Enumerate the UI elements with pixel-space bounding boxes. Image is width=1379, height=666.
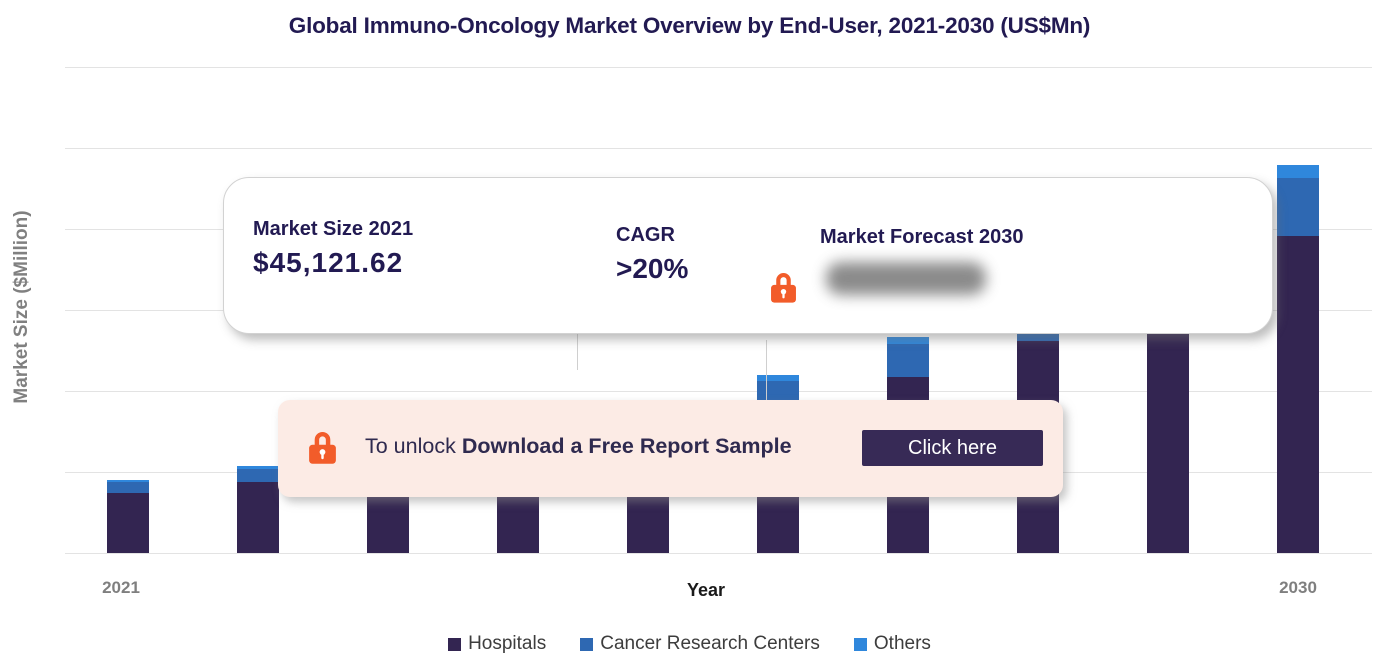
x-tick-2021: 2021 (102, 578, 140, 597)
bar-segment (237, 468, 279, 482)
legend-label: Others (873, 633, 931, 654)
unlock-message-bold: Download a Free Report Sample (461, 434, 792, 458)
cagr-section: CAGR >20% (616, 224, 688, 285)
bar-segment (757, 374, 799, 382)
legend-item-hospitals: Hospitals (448, 633, 546, 655)
bar-segment (107, 482, 149, 494)
cagr-value: >20% (616, 253, 689, 284)
gridline (65, 553, 1372, 554)
legend-label: Hospitals (468, 633, 547, 654)
legend: Hospitals Cancer Research Centers Others (0, 633, 1379, 655)
click-here-button[interactable]: Click here (862, 430, 1043, 466)
market-size-section: Market Size 2021 $45,121.62 (253, 218, 413, 279)
x-tick-2030: 2030 (1279, 578, 1317, 597)
legend-item-cancer-research-centers: Cancer Research Centers (580, 633, 820, 655)
market-forecast-label: Market Forecast 2030 (820, 226, 1024, 248)
gridline (65, 67, 1372, 68)
tooltip-leader-line (766, 340, 767, 400)
x-axis-label: Year (686, 580, 726, 600)
legend-swatch (853, 637, 867, 651)
market-size-value: $45,121.62 (253, 247, 404, 278)
legend-label: Cancer Research Centers (600, 633, 820, 654)
bar-segment (1277, 178, 1319, 237)
market-size-label: Market Size 2021 (253, 218, 414, 240)
bar-segment (887, 336, 929, 345)
bar-segment (107, 493, 149, 553)
legend-swatch (580, 637, 594, 651)
bar-segment (237, 482, 279, 553)
gridline (65, 391, 1372, 392)
market-info-card: Market Size 2021 $45,121.62 CAGR >20% Ma… (223, 177, 1273, 334)
lock-icon (770, 270, 797, 309)
unlock-banner: To unlock Download a Free Report Sample … (278, 400, 1063, 497)
bar-segment (107, 479, 149, 483)
lock-icon (308, 428, 337, 471)
unlock-message: To unlock Download a Free Report Sample (365, 434, 792, 459)
bar-segment (1147, 293, 1189, 553)
bar-segment (1277, 236, 1319, 553)
legend-swatch (448, 637, 462, 651)
unlock-message-prefix: To unlock (365, 434, 462, 458)
bar-segment (887, 344, 929, 377)
bar-segment (1277, 164, 1319, 179)
bar-segment (237, 465, 279, 469)
forecast-section: Market Forecast 2030 (820, 226, 1023, 249)
chart-title: Global Immuno-Oncology Market Overview b… (288, 13, 1091, 38)
cagr-label: CAGR (616, 224, 675, 246)
legend-item-others: Others (853, 633, 931, 655)
forecast-value-blurred (826, 262, 986, 295)
gridline (65, 148, 1372, 149)
